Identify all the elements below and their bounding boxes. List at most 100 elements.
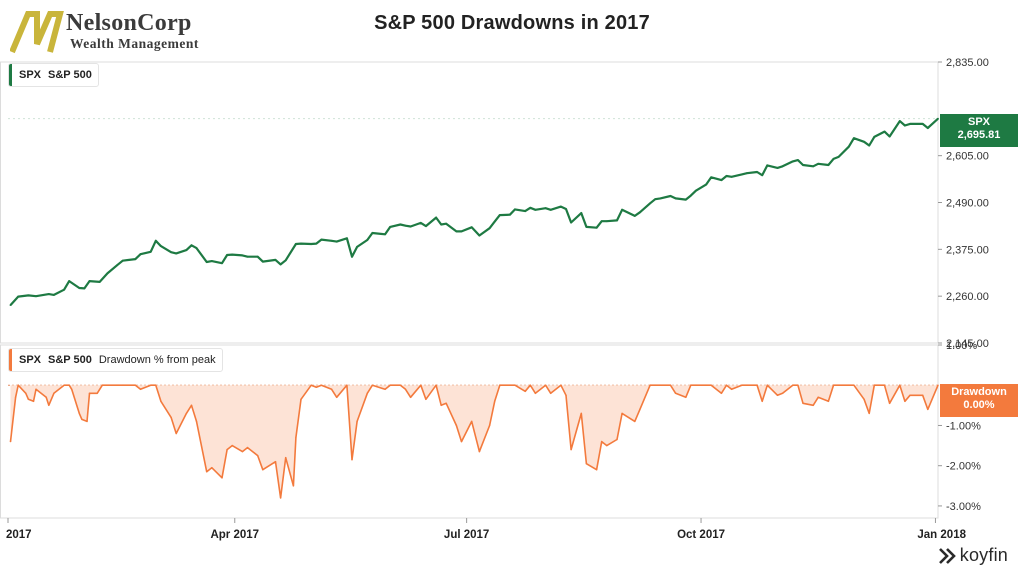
top-panel-frame (0, 61, 939, 344)
spx-point (761, 174, 764, 177)
spx-point (425, 225, 427, 228)
drawdown-point (25, 392, 27, 394)
spx-point (134, 258, 137, 260)
drawdown-point (32, 400, 35, 402)
spx-point (883, 130, 886, 133)
spx-line (9, 117, 939, 306)
spx-point (221, 262, 223, 265)
x-tick-label: Jul 2017 (444, 529, 489, 541)
spx-point (802, 164, 804, 166)
spx-point (330, 239, 333, 242)
drawdown-point (53, 392, 55, 394)
spx-point (781, 165, 784, 168)
drawdown-point (725, 384, 728, 386)
spx-point (9, 304, 12, 306)
spx-point (478, 234, 481, 237)
drawdown-point (440, 404, 442, 406)
spx-point (514, 208, 516, 211)
drawdown-point (792, 384, 794, 386)
top-y-axis: 2,145.00 2,260.00 2,375.00 2,490.00 2,605.00… (938, 57, 989, 350)
spx-point (776, 167, 779, 169)
spx-point (600, 220, 603, 223)
logo-name: NelsonCorp (66, 10, 192, 36)
spx-point (684, 198, 687, 201)
spx-point (149, 250, 152, 253)
drawdown-point (909, 394, 911, 396)
drawdown-point (68, 384, 70, 386)
drawdown-point (756, 384, 758, 386)
spx-point (888, 135, 891, 138)
spx-point (35, 295, 37, 298)
spx-point (295, 243, 297, 245)
drawdown-point (292, 485, 295, 487)
spx-point (78, 287, 81, 289)
drawdown-point (211, 467, 213, 469)
top-legend-name: S&P 500 (48, 69, 92, 81)
drawdown-line (9, 384, 939, 499)
spx-point (185, 249, 188, 252)
spx-point (279, 263, 282, 266)
spx-point (766, 164, 769, 167)
spx-point (565, 208, 567, 210)
spx-point (116, 263, 119, 266)
spx-point (63, 288, 65, 291)
spx-point (371, 232, 374, 234)
spx-point (310, 243, 313, 245)
drawdown-point (300, 398, 302, 400)
x-tick-label: Jan 2018 (917, 529, 966, 541)
top-y-tick-label: 2,490.00 (946, 198, 989, 210)
drawdown-point (295, 436, 297, 439)
spx-point (261, 260, 264, 263)
drawdown-point (246, 446, 249, 449)
drawdown-point (649, 384, 651, 386)
drawdown-point (310, 384, 312, 386)
spx-point (797, 159, 799, 162)
drawdown-point (221, 477, 223, 479)
drawdown-point (494, 400, 496, 402)
spx-point (470, 226, 473, 229)
spx-point (904, 124, 906, 127)
spx-point (106, 272, 109, 275)
drawdown-tag-value: 0.00% (963, 399, 995, 411)
drawdown-point (346, 384, 348, 386)
drawdown-point (366, 392, 368, 394)
drawdown-series[interactable] (9, 384, 939, 499)
drawdown-point (659, 384, 661, 386)
drawdown-point (78, 412, 81, 415)
spx-point (853, 137, 855, 140)
spx-point (529, 206, 532, 209)
drawdown-point (435, 384, 437, 386)
spx-point (68, 280, 71, 282)
spx-point (909, 123, 911, 125)
spx-point (175, 252, 178, 255)
drawdown-point (330, 388, 333, 390)
spx-tag-ticker: SPX (967, 116, 990, 128)
bottom-legend[interactable]: SPX S&P 500 Drawdown % from peak (8, 348, 223, 372)
drawdown-point (226, 448, 228, 451)
spx-point (921, 123, 924, 125)
spx-value-tag: SPX 2,695.81 (940, 114, 1018, 147)
top-y-tick-label: 2,375.00 (946, 244, 989, 256)
drawdown-point (274, 461, 277, 463)
drawdown-point (797, 384, 799, 386)
drawdown-point (832, 384, 835, 386)
drawdown-point (585, 463, 588, 465)
drawdown-point (802, 402, 804, 404)
drawdown-point (685, 396, 687, 398)
spx-point (827, 164, 830, 166)
spx-point (170, 251, 173, 254)
spx-point (154, 239, 157, 242)
drawdown-point (455, 424, 458, 427)
drawdown-point (621, 412, 623, 415)
top-legend[interactable]: SPX S&P 500 (8, 63, 99, 87)
spx-point (659, 197, 662, 200)
spx-series[interactable] (9, 117, 939, 306)
drawdown-point (837, 384, 840, 386)
drawdown-point (853, 384, 855, 386)
spx-point (621, 208, 623, 211)
drawdown-point (86, 420, 88, 423)
drawdown-point (674, 392, 677, 394)
drawdown-point (122, 384, 124, 386)
drawdown-point (63, 384, 65, 386)
